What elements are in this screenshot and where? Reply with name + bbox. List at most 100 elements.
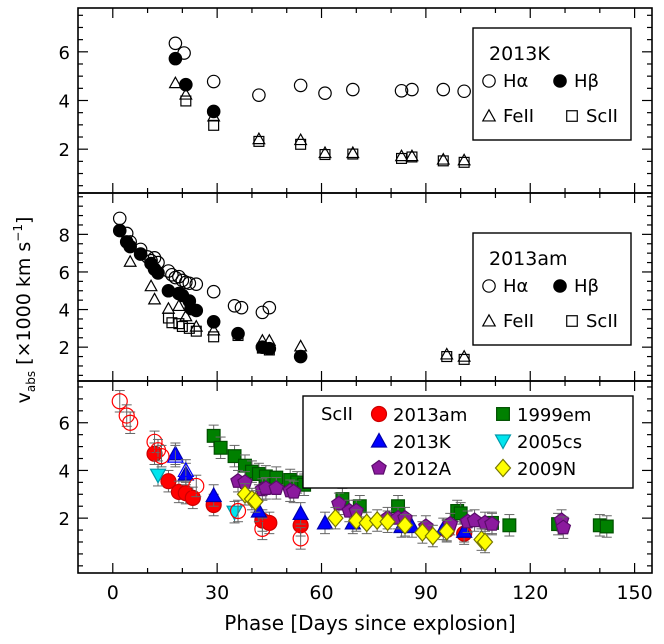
data-point bbox=[189, 277, 204, 291]
data-point bbox=[232, 329, 244, 342]
data-point bbox=[206, 314, 221, 329]
legend-label: Hβ bbox=[574, 71, 599, 92]
data-point bbox=[253, 135, 265, 147]
x-tick-label: 60 bbox=[309, 582, 333, 604]
data-point bbox=[133, 247, 148, 261]
legend-label: 1999em bbox=[517, 405, 591, 426]
legend-box-bottom bbox=[302, 395, 634, 489]
y-tick-label: 2 bbox=[59, 338, 70, 359]
data-point bbox=[347, 148, 359, 160]
legends: 2013K Hα Hβ FeII ScII 2013am Hα Hβ FeII ScII ScII 2… bbox=[302, 27, 634, 489]
data-point bbox=[123, 254, 138, 267]
data-point bbox=[227, 298, 242, 313]
data-point bbox=[405, 82, 419, 97]
data-point bbox=[254, 520, 271, 537]
data-point bbox=[146, 433, 163, 450]
data-point bbox=[502, 518, 517, 533]
data-point bbox=[234, 300, 249, 315]
data-point bbox=[166, 447, 184, 463]
legend-marker bbox=[370, 432, 388, 448]
legend-box-top bbox=[472, 27, 632, 141]
data-point bbox=[368, 510, 386, 531]
legend-label: 2009N bbox=[517, 459, 576, 480]
data-point bbox=[229, 502, 247, 520]
data-point bbox=[176, 320, 188, 333]
y-tick-label: 6 bbox=[59, 414, 70, 435]
data-point bbox=[346, 82, 360, 97]
data-point bbox=[457, 84, 471, 99]
data-point bbox=[293, 349, 308, 364]
legend-marker bbox=[371, 459, 387, 475]
legend-label: ScII bbox=[586, 311, 618, 332]
y-tick-label: 2 bbox=[59, 509, 70, 530]
data-point bbox=[458, 353, 470, 365]
data-point bbox=[168, 75, 183, 89]
data-point bbox=[188, 477, 205, 495]
data-point bbox=[476, 532, 494, 552]
legend-marker bbox=[482, 279, 496, 293]
data-point bbox=[183, 322, 195, 334]
y-tick-label: 6 bbox=[59, 43, 70, 64]
data-point bbox=[599, 519, 614, 534]
data-point bbox=[165, 267, 179, 282]
data-point bbox=[111, 393, 128, 410]
data-point bbox=[424, 526, 442, 546]
data-point bbox=[394, 83, 409, 98]
data-point bbox=[438, 521, 456, 541]
data-point bbox=[394, 148, 409, 162]
data-point bbox=[179, 87, 193, 100]
legend-marker bbox=[566, 315, 578, 327]
data-point bbox=[205, 486, 223, 503]
legend-title: 2013am bbox=[489, 248, 568, 270]
data-point bbox=[168, 51, 183, 66]
data-point bbox=[406, 151, 418, 163]
data-point bbox=[252, 131, 266, 145]
data-point bbox=[256, 342, 268, 354]
panel-frame-bottom bbox=[77, 380, 653, 574]
y-tick-label: 4 bbox=[59, 461, 70, 482]
data-point bbox=[151, 266, 165, 280]
data-point bbox=[206, 428, 221, 443]
data-point bbox=[177, 461, 195, 478]
data-point bbox=[112, 211, 127, 226]
data-point bbox=[346, 145, 360, 159]
data-point bbox=[153, 448, 170, 465]
data-point bbox=[227, 449, 242, 464]
data-point bbox=[149, 468, 167, 484]
data-point bbox=[161, 301, 176, 314]
y-tick-label: 2 bbox=[59, 140, 70, 161]
legend-marker bbox=[481, 108, 497, 122]
data-point bbox=[319, 149, 331, 161]
y-tick-label: 4 bbox=[59, 301, 70, 322]
data-point bbox=[268, 480, 285, 495]
data-point bbox=[168, 36, 183, 51]
data-point bbox=[112, 223, 127, 238]
data-point bbox=[405, 148, 419, 162]
data-point bbox=[316, 514, 334, 530]
marks-bottom bbox=[111, 390, 614, 554]
data-point bbox=[208, 331, 220, 343]
legend-marker bbox=[481, 313, 497, 327]
data-point bbox=[255, 333, 270, 346]
data-point bbox=[348, 510, 365, 531]
data-point bbox=[206, 74, 221, 89]
data-point bbox=[189, 303, 204, 318]
legend-marker bbox=[370, 405, 388, 423]
legend-title: ScII bbox=[321, 404, 353, 425]
y-tick-label: 4 bbox=[59, 92, 70, 113]
x-tick-label: 30 bbox=[205, 582, 229, 604]
legend-label: Hα bbox=[503, 71, 528, 92]
data-point bbox=[175, 273, 190, 288]
x-tick-label: 120 bbox=[512, 582, 548, 604]
y-tick-label: 6 bbox=[59, 263, 70, 284]
data-point bbox=[439, 347, 454, 360]
data-point bbox=[180, 95, 192, 107]
legend-label: FeII bbox=[503, 311, 534, 332]
legend-marker bbox=[566, 110, 578, 122]
x-tick-label: 150 bbox=[616, 582, 652, 604]
data-point bbox=[327, 508, 344, 528]
data-point bbox=[123, 239, 137, 254]
y-tick-label: 8 bbox=[59, 225, 70, 246]
data-point bbox=[147, 292, 162, 305]
